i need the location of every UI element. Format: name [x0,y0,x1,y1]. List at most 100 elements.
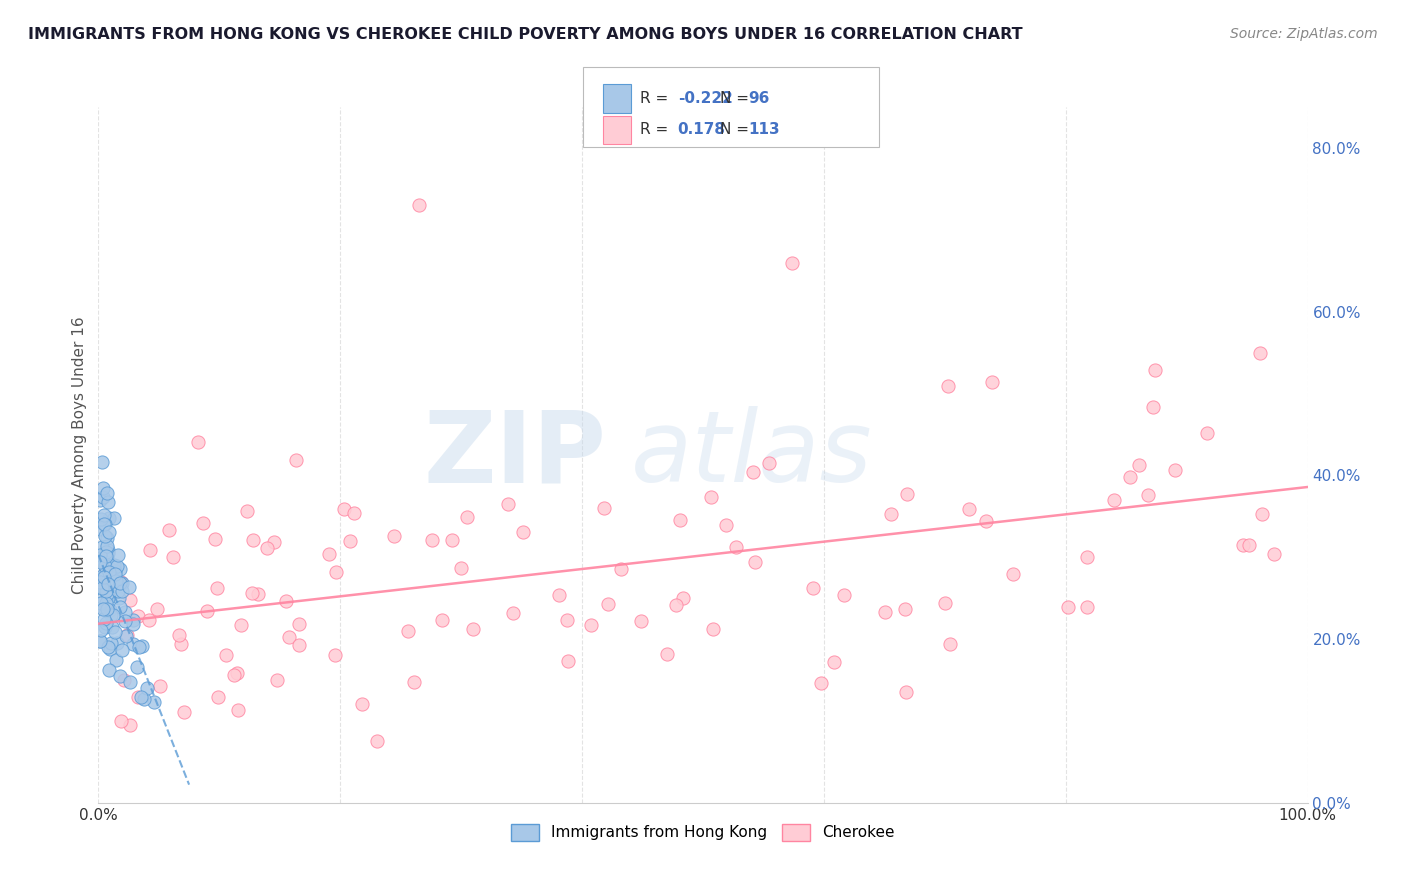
Text: 113: 113 [748,122,779,137]
Point [204,532,226,546]
Point [557,614,579,628]
Point [263,534,285,549]
Point [240,586,263,600]
Point [90,596,112,610]
Point [1263,547,1285,561]
Point [94,566,117,580]
Point [981,376,1004,390]
Point [112,673,135,687]
Point [91,581,114,595]
Point [127,609,149,624]
Point [96,549,118,563]
Point [744,555,766,569]
Point [873,605,896,619]
Point [94,517,117,532]
Point [226,703,249,717]
Point [96,574,118,588]
Point [1197,426,1219,441]
Point [94,545,117,559]
Point [668,513,690,527]
Legend: Immigrants from Hong Kong, Cherokee: Immigrants from Hong Kong, Cherokee [505,817,901,847]
Point [97,577,120,591]
Point [96,596,118,610]
Point [1142,401,1164,415]
Point [215,648,238,663]
Point [89,555,111,569]
Text: Source: ZipAtlas.com: Source: ZipAtlas.com [1230,27,1378,41]
Point [236,504,259,518]
Point [231,618,253,632]
Point [242,533,264,547]
Point [408,198,430,212]
Point [90,624,112,638]
Point [1136,488,1159,502]
Point [557,654,579,668]
Point [420,533,443,547]
Point [104,565,127,579]
Point [111,643,134,657]
Text: ZIP: ZIP [423,407,606,503]
Point [93,602,115,616]
Point [97,587,120,601]
Point [89,572,111,586]
Point [382,529,405,543]
Point [118,580,141,594]
Point [285,453,308,467]
Point [110,574,132,589]
Text: R =: R = [640,122,673,137]
Point [97,591,120,606]
Point [1128,458,1150,472]
Point [456,510,478,524]
Point [226,666,249,681]
Point [93,570,115,584]
Point [974,514,997,528]
Point [1001,566,1024,581]
Point [266,673,288,687]
Point [441,533,464,548]
Point [90,569,112,583]
Point [98,510,121,524]
Point [98,663,121,677]
Point [461,622,484,636]
Point [91,491,114,505]
Point [934,596,956,610]
Point [96,485,118,500]
Point [1249,346,1271,360]
Text: R =: R = [640,91,673,106]
Point [97,543,120,558]
Point [122,613,145,627]
Point [630,614,652,628]
Point [103,558,125,572]
Text: IMMIGRANTS FROM HONG KONG VS CHEROKEE CHILD POVERTY AMONG BOYS UNDER 16 CORRELAT: IMMIGRANTS FROM HONG KONG VS CHEROKEE CH… [28,27,1022,42]
Point [132,692,155,706]
Point [104,567,127,582]
Point [936,379,959,393]
Point [665,598,688,612]
Y-axis label: Child Poverty Among Boys Under 16: Child Poverty Among Boys Under 16 [72,316,87,594]
Point [167,627,190,641]
Point [404,674,426,689]
Point [1076,599,1098,614]
Point [142,694,165,708]
Point [89,579,111,593]
Point [120,675,142,690]
Point [104,625,127,640]
Point [107,548,129,562]
Point [430,613,453,627]
Point [96,539,118,553]
Point [742,465,765,479]
Point [366,734,388,748]
Point [343,507,366,521]
Point [89,574,111,589]
Point [90,455,112,469]
Point [547,588,569,602]
Point [1119,470,1142,484]
Point [108,599,131,614]
Point [93,508,115,522]
Point [93,529,115,543]
Point [714,518,737,533]
Point [89,522,111,536]
Point [195,604,218,618]
Point [93,591,115,605]
Point [129,690,152,704]
